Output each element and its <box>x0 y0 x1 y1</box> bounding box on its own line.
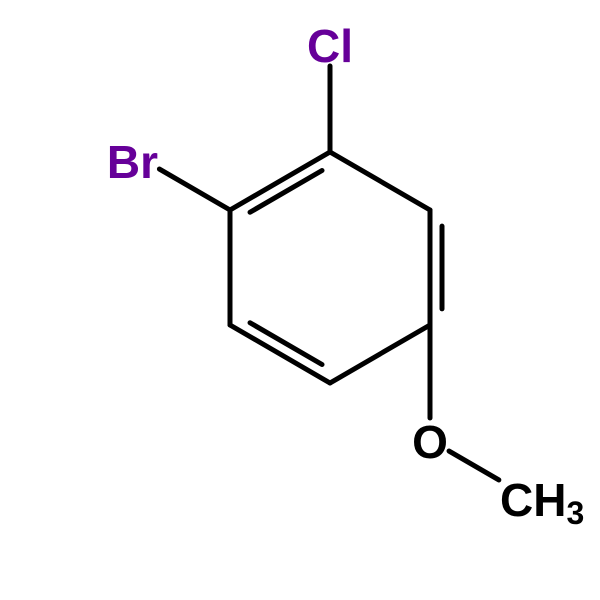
bond-line <box>230 325 330 383</box>
bond-line <box>449 451 499 480</box>
bond-line <box>230 152 330 210</box>
bond-line <box>159 169 230 210</box>
bond-line <box>330 325 430 383</box>
atom-label-br: Br <box>107 136 158 188</box>
bond-line <box>330 152 430 210</box>
atom-label-cl: Cl <box>307 20 353 72</box>
molecule-diagram: Cl Br O CH3 <box>0 0 600 600</box>
atom-label-o: O <box>412 416 448 468</box>
atom-label-ch3: CH3 <box>500 474 584 531</box>
